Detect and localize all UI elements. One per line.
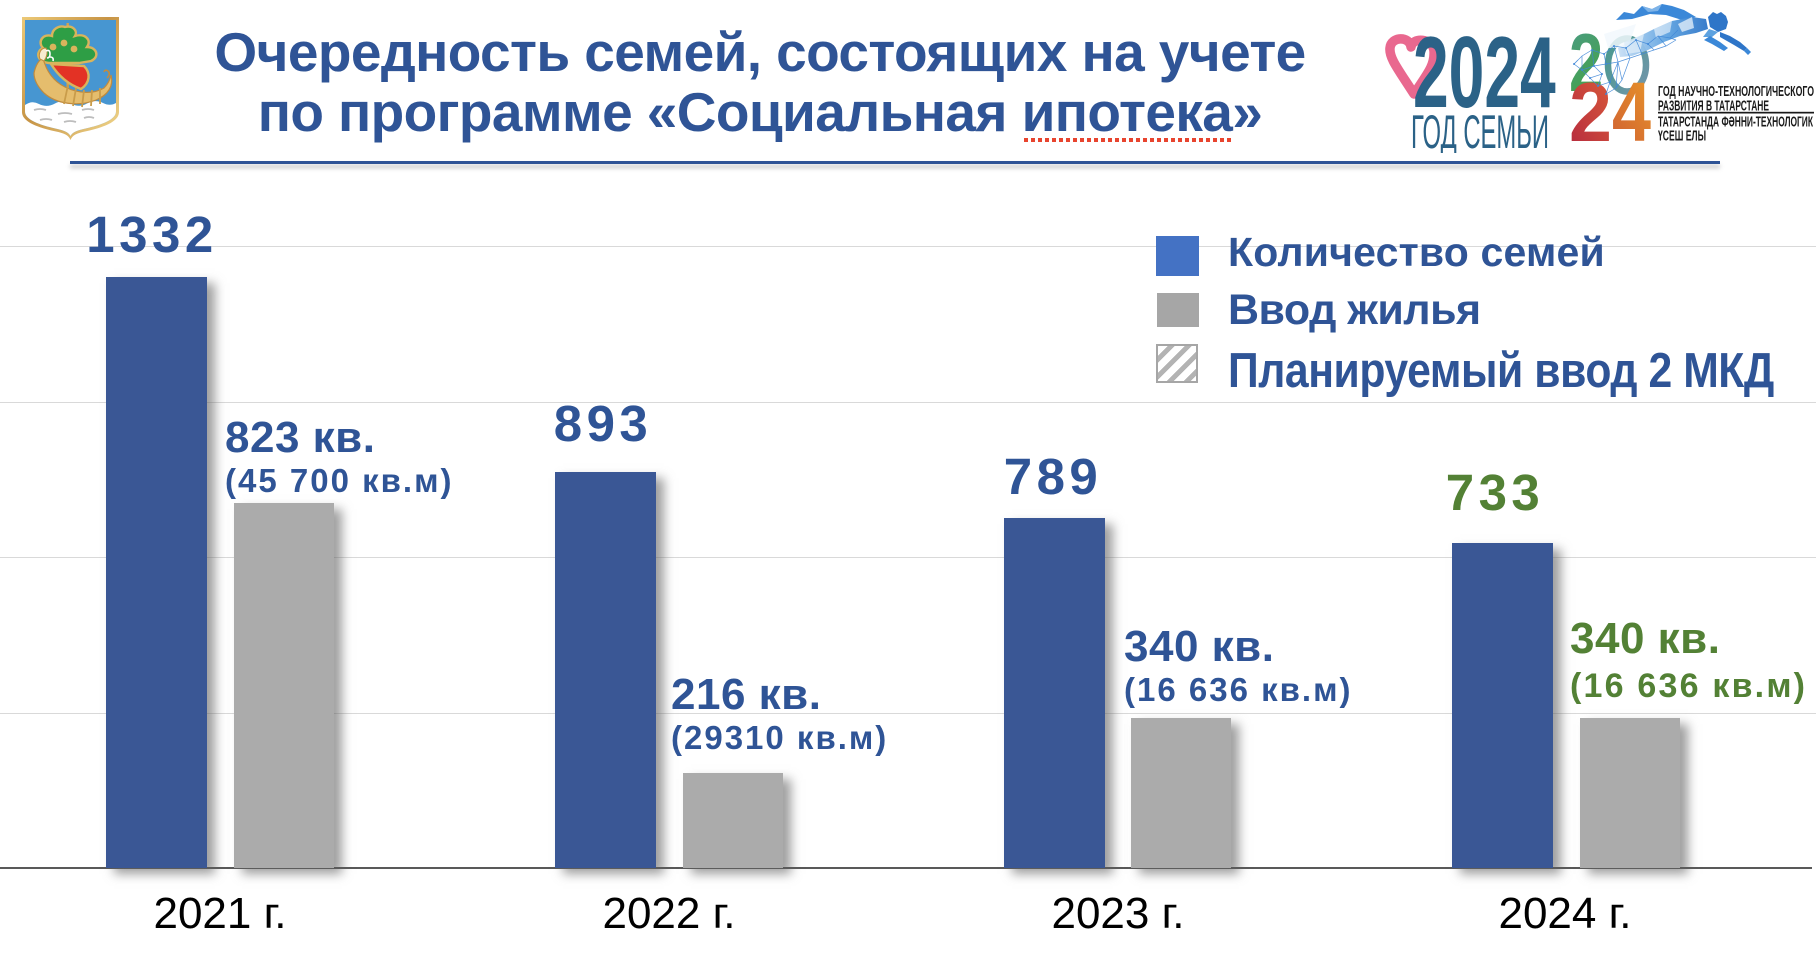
- svg-text:ҮСЕШ ЕЛЫ: ҮСЕШ ЕЛЫ: [1658, 129, 1706, 145]
- svg-text:ГОД НАУЧНО-ТЕХНОЛОГИЧЕСКОГО: ГОД НАУЧНО-ТЕХНОЛОГИЧЕСКОГО: [1658, 84, 1814, 100]
- svg-text:ГОД СЕМЬИ: ГОД СЕМЬИ: [1411, 105, 1549, 153]
- svg-text:РАЗВИТИЯ В ТАТАРСТАНЕ: РАЗВИТИЯ В ТАТАРСТАНЕ: [1658, 99, 1769, 115]
- svg-text:4: 4: [1612, 66, 1651, 144]
- svg-text:ТАТАРСТАНДА ФӘННИ-ТЕХНОЛОГИК: ТАТАРСТАНДА ФӘННИ-ТЕХНОЛОГИК: [1658, 115, 1813, 131]
- svg-text:2024: 2024: [1413, 28, 1556, 128]
